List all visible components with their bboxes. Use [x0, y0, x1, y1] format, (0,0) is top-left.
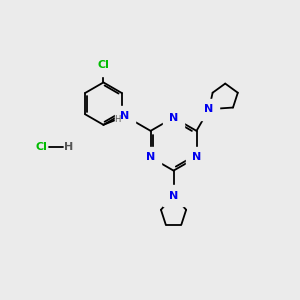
Text: Cl: Cl [98, 60, 110, 70]
Text: N: N [169, 190, 178, 201]
Text: N: N [146, 152, 155, 162]
Text: N: N [169, 112, 178, 123]
Text: N: N [192, 152, 201, 162]
Text: H: H [64, 142, 74, 152]
Text: H: H [114, 115, 120, 124]
Text: N: N [121, 111, 130, 121]
Text: N: N [204, 104, 214, 114]
Text: Cl: Cl [35, 142, 47, 152]
